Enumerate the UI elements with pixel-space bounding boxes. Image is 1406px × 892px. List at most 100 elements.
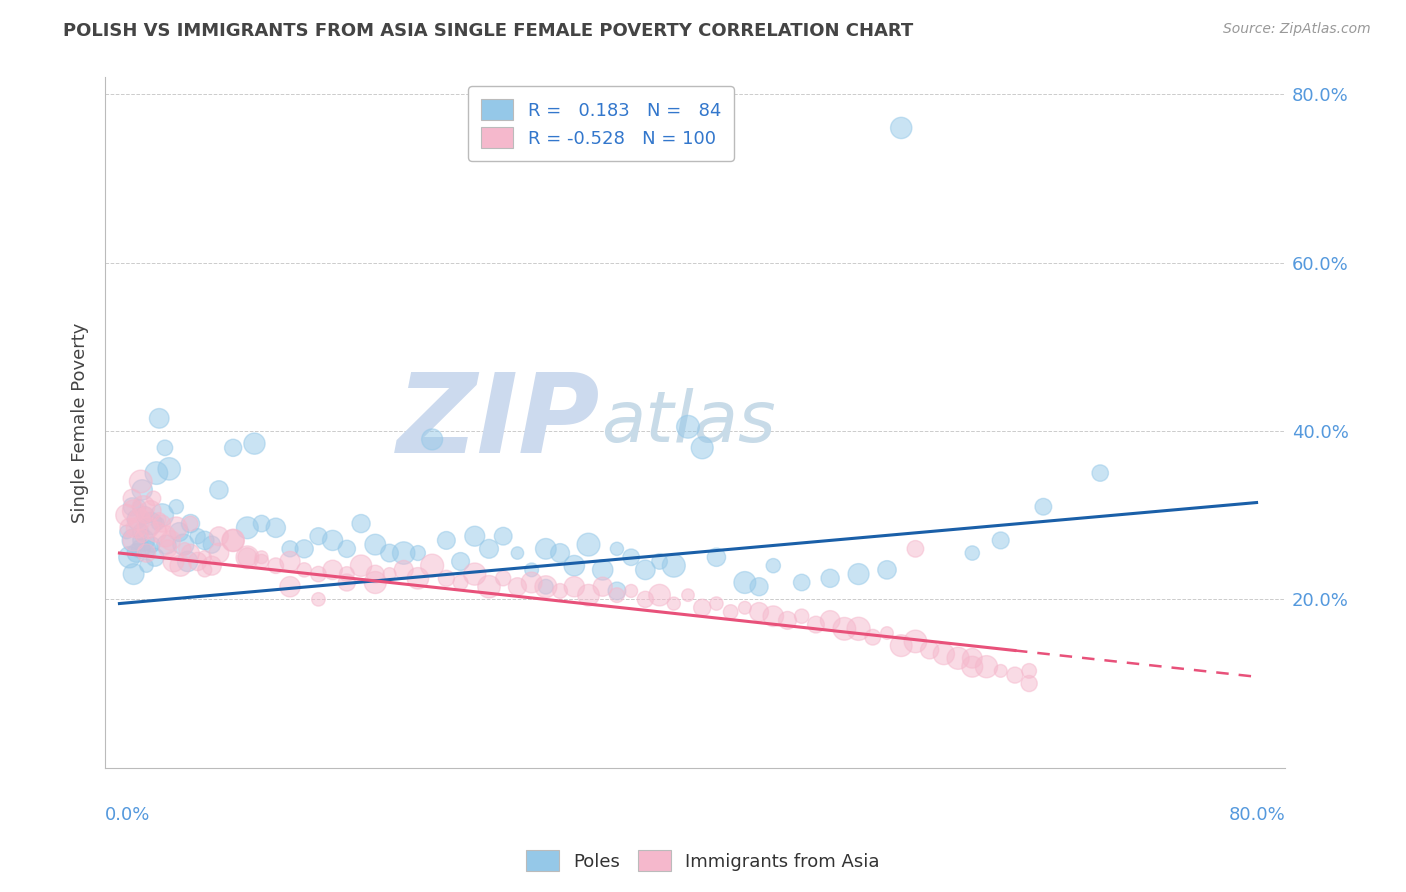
Point <box>378 567 401 582</box>
Point <box>236 550 259 565</box>
Point <box>128 512 150 526</box>
Point <box>135 546 157 560</box>
Point <box>946 651 969 665</box>
Point <box>690 600 713 615</box>
Point <box>179 546 201 560</box>
Point <box>690 441 713 455</box>
Point <box>148 512 170 526</box>
Point <box>250 516 273 531</box>
Point <box>406 546 429 560</box>
Point <box>179 516 201 531</box>
Point <box>648 554 671 568</box>
Point <box>1032 500 1054 514</box>
Point <box>990 664 1012 678</box>
Point <box>132 500 155 514</box>
Point <box>236 550 259 565</box>
Point <box>201 558 224 573</box>
Point <box>172 538 194 552</box>
Point <box>562 580 585 594</box>
Point <box>135 558 157 573</box>
Text: ZIP: ZIP <box>398 369 600 476</box>
Point <box>506 580 529 594</box>
Point <box>132 533 155 548</box>
Point <box>194 533 217 548</box>
Point <box>776 614 799 628</box>
Point <box>762 609 785 624</box>
Point <box>264 521 287 535</box>
Point <box>250 550 273 565</box>
Point <box>145 524 167 539</box>
Point <box>492 571 515 585</box>
Point <box>676 419 699 434</box>
Point <box>243 436 266 450</box>
Point <box>676 588 699 602</box>
Point <box>976 659 998 673</box>
Point <box>136 521 159 535</box>
Point <box>364 538 387 552</box>
Point <box>125 512 148 526</box>
Point <box>131 529 153 543</box>
Point <box>165 500 187 514</box>
Point <box>620 583 643 598</box>
Point <box>350 558 373 573</box>
Point <box>1090 466 1112 480</box>
Point <box>406 571 429 585</box>
Point <box>122 567 145 582</box>
Point <box>208 546 231 560</box>
Text: 80.0%: 80.0% <box>1229 805 1285 823</box>
Point <box>322 533 344 548</box>
Point <box>278 580 301 594</box>
Point <box>153 441 176 455</box>
Point <box>250 554 273 568</box>
Point <box>392 563 415 577</box>
Point <box>128 500 150 514</box>
Y-axis label: Single Female Poverty: Single Female Poverty <box>72 322 89 523</box>
Point <box>122 533 145 548</box>
Point <box>534 580 557 594</box>
Point <box>134 508 156 523</box>
Point <box>131 483 153 497</box>
Point <box>990 533 1012 548</box>
Point <box>620 550 643 565</box>
Point <box>578 588 600 602</box>
Point <box>187 529 209 543</box>
Point <box>662 558 685 573</box>
Point <box>150 516 173 531</box>
Point <box>818 571 841 585</box>
Point <box>292 541 315 556</box>
Point <box>464 567 486 582</box>
Point <box>162 554 184 568</box>
Point <box>918 643 941 657</box>
Point <box>364 567 387 582</box>
Point <box>464 529 486 543</box>
Point <box>818 614 841 628</box>
Point <box>706 550 728 565</box>
Point <box>478 580 501 594</box>
Point <box>606 588 628 602</box>
Point <box>146 516 169 531</box>
Point <box>125 521 148 535</box>
Point <box>804 617 827 632</box>
Point <box>278 554 301 568</box>
Point <box>962 651 984 665</box>
Point <box>150 508 173 523</box>
Point <box>848 567 870 582</box>
Point <box>176 554 198 568</box>
Point <box>762 558 785 573</box>
Point <box>748 580 770 594</box>
Point <box>420 433 443 447</box>
Text: POLISH VS IMMIGRANTS FROM ASIA SINGLE FEMALE POVERTY CORRELATION CHART: POLISH VS IMMIGRANTS FROM ASIA SINGLE FE… <box>63 22 914 40</box>
Point <box>194 563 217 577</box>
Point <box>790 575 813 590</box>
Point <box>136 541 159 556</box>
Point <box>534 580 557 594</box>
Legend: Poles, Immigrants from Asia: Poles, Immigrants from Asia <box>519 843 887 879</box>
Point <box>336 541 359 556</box>
Point <box>173 541 195 556</box>
Point <box>322 563 344 577</box>
Point <box>592 563 614 577</box>
Point <box>145 466 167 480</box>
Legend: R =   0.183   N =   84, R = -0.528   N = 100: R = 0.183 N = 84, R = -0.528 N = 100 <box>468 87 734 161</box>
Point <box>208 529 231 543</box>
Point <box>350 516 373 531</box>
